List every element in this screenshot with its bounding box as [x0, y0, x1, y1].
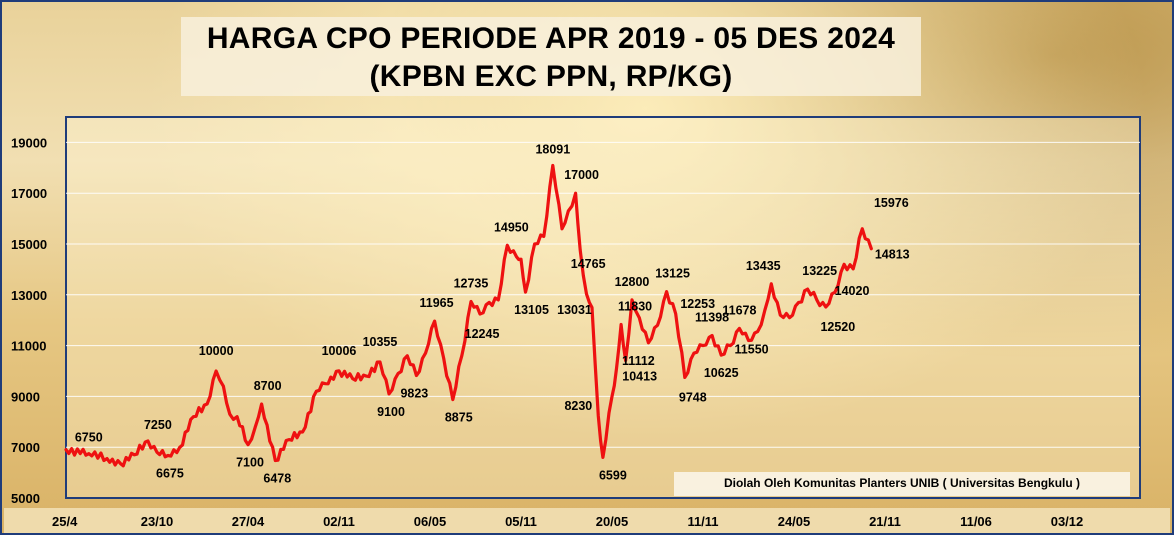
data-label: 14020	[835, 284, 870, 298]
x-tick-label: 23/10	[141, 514, 174, 529]
data-label: 8230	[564, 399, 592, 413]
y-tick-label: 9000	[11, 389, 40, 404]
y-tick-label: 11000	[11, 339, 46, 354]
data-label: 9100	[377, 405, 405, 419]
data-label: 15976	[874, 196, 909, 210]
x-tick-label: 25/4	[52, 514, 78, 529]
data-label: 11550	[735, 343, 769, 357]
data-label: 13435	[746, 259, 781, 273]
data-label: 13031	[557, 303, 592, 317]
data-label: 10413	[622, 370, 657, 384]
data-label: 14950	[494, 220, 529, 234]
data-label: 8875	[445, 411, 473, 425]
data-label: 6675	[156, 466, 184, 480]
data-label: 6478	[263, 471, 291, 485]
data-label: 14813	[875, 248, 910, 262]
data-label: 11830	[618, 300, 652, 314]
data-label: 12253	[680, 297, 715, 311]
data-label: 8700	[254, 379, 282, 393]
chart-title: HARGA CPO PERIODE APR 2019 - 05 DES 2024	[206, 22, 896, 55]
data-label: 13125	[655, 267, 690, 281]
title-box: HARGA CPO PERIODE APR 2019 - 05 DES 2024…	[181, 17, 921, 96]
data-label: 10355	[363, 335, 398, 349]
x-tick-label: 27/04	[232, 514, 265, 529]
y-axis-ticks: 5000 7000 9000 11000 13000 15000 17000 19000	[11, 135, 47, 506]
plot-frame	[65, 116, 1141, 499]
data-label: 11112	[622, 354, 655, 368]
x-tick-label: 21/11	[869, 514, 901, 529]
data-label: 12735	[454, 277, 489, 291]
data-label: 10625	[704, 366, 739, 380]
data-label: 17000	[564, 168, 599, 182]
x-axis-ticks: 25/4 23/10 27/04 02/11 06/05 05/11 20/05 11/11 2…	[4, 508, 1170, 533]
y-tick-label: 17000	[11, 186, 47, 201]
y-tick-label: 19000	[11, 135, 47, 150]
x-tick-label: 05/11	[505, 514, 537, 529]
data-label: 9823	[400, 386, 428, 400]
x-tick-label: 02/11	[323, 514, 355, 529]
price-series	[64, 163, 873, 468]
data-label: 9748	[679, 390, 707, 404]
chart-subtitle: (KPBN EXC PPN, RP/KG)	[369, 60, 733, 93]
y-tick-label: 5000	[11, 491, 40, 506]
data-label: 7250	[144, 418, 172, 432]
data-label: 12800	[615, 275, 650, 289]
price-line	[64, 163, 873, 468]
data-label: 6750	[75, 431, 103, 445]
y-tick-label: 15000	[11, 237, 47, 252]
x-tick-label: 11/06	[960, 514, 992, 529]
y-tick-label: 7000	[11, 440, 40, 455]
data-label: 13225	[802, 264, 837, 278]
data-label: 6599	[599, 468, 627, 482]
data-label: 13105	[514, 303, 549, 317]
data-label: 12245	[465, 327, 500, 341]
data-labels: 6750 7250 6675 10000 7100 8700 6478 10006 10355 9…	[75, 142, 910, 485]
x-tick-label: 24/05	[778, 514, 811, 529]
x-tick-label: 03/12	[1051, 514, 1084, 529]
data-label: 10006	[322, 344, 357, 358]
data-label: 11678	[722, 303, 756, 317]
data-label: 10000	[199, 344, 234, 358]
data-label: 11965	[420, 296, 454, 310]
y-tick-label: 13000	[11, 288, 47, 303]
credit-text: Diolah Oleh Komunitas Planters UNIB ( Un…	[723, 476, 1081, 490]
data-label: 11398	[695, 310, 729, 324]
data-label: 18091	[535, 142, 570, 156]
data-label: 7100	[236, 456, 264, 470]
x-tick-label: 20/05	[596, 514, 629, 529]
x-tick-label: 11/11	[687, 514, 718, 529]
credit-box: Diolah Oleh Komunitas Planters UNIB ( Un…	[674, 472, 1130, 496]
x-tick-label: 06/05	[414, 514, 447, 529]
x-axis-band	[4, 508, 1170, 533]
data-label: 14765	[571, 257, 606, 271]
gridlines	[66, 141, 1140, 448]
plot-area	[65, 116, 1141, 499]
data-label: 12520	[820, 320, 855, 334]
